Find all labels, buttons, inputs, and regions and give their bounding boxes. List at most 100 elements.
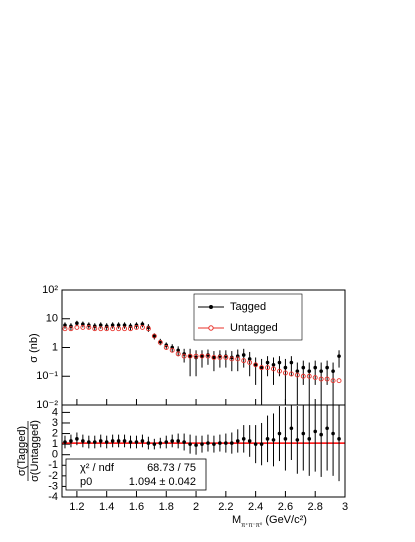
y-tick-label: -2 bbox=[48, 470, 58, 482]
data-point bbox=[330, 378, 336, 384]
data-point bbox=[212, 442, 216, 446]
data-point bbox=[336, 378, 342, 384]
data-point bbox=[110, 439, 115, 443]
data-point bbox=[319, 432, 323, 437]
x-tick-label: 1.8 bbox=[159, 501, 174, 513]
data-point bbox=[170, 439, 175, 443]
data-point bbox=[134, 324, 139, 330]
data-point bbox=[271, 438, 276, 442]
data-point bbox=[265, 365, 270, 371]
data-point bbox=[110, 326, 116, 332]
data-point bbox=[230, 441, 234, 445]
data-point bbox=[212, 355, 216, 360]
data-point bbox=[224, 441, 228, 445]
data-point bbox=[122, 439, 127, 443]
y-tick-label: -1 bbox=[48, 459, 58, 471]
data-point bbox=[265, 437, 270, 441]
data-point bbox=[325, 426, 329, 431]
data-point bbox=[122, 326, 128, 332]
ratio-numerator: σ(Tagged) bbox=[16, 426, 28, 476]
data-point bbox=[75, 437, 79, 441]
data-point bbox=[283, 365, 288, 370]
y-tick-label: 3 bbox=[52, 417, 58, 429]
data-point bbox=[81, 322, 85, 326]
data-point bbox=[69, 439, 73, 443]
data-point bbox=[92, 326, 98, 332]
fit-param-name: χ² / ndf bbox=[80, 462, 115, 474]
data-point bbox=[75, 321, 79, 326]
data-point bbox=[247, 357, 252, 361]
data-point bbox=[140, 322, 145, 326]
data-point bbox=[92, 440, 97, 444]
data-point bbox=[331, 369, 335, 373]
data-point bbox=[200, 354, 204, 358]
y-tick-label: 10⁻¹ bbox=[36, 370, 58, 382]
x-tick-label: 2.4 bbox=[248, 501, 263, 513]
data-point bbox=[81, 439, 85, 443]
data-point bbox=[235, 356, 241, 362]
data-point bbox=[307, 369, 312, 373]
data-point bbox=[140, 439, 145, 443]
legend-label: Untagged bbox=[230, 322, 278, 334]
y-tick-label: -4 bbox=[48, 491, 58, 503]
x-label-unit: (GeV/c²) bbox=[265, 514, 307, 526]
x-tick-label: 1.6 bbox=[129, 501, 144, 513]
y-tick-label: 10 bbox=[46, 313, 58, 325]
data-point bbox=[182, 440, 186, 444]
data-point bbox=[294, 372, 300, 378]
data-point bbox=[128, 326, 133, 332]
data-point bbox=[265, 360, 270, 365]
x-label-main: M bbox=[232, 514, 241, 526]
data-point bbox=[128, 440, 133, 444]
x-tick-label: 3 bbox=[342, 501, 348, 513]
data-point bbox=[116, 439, 121, 443]
fit-param-name: p0 bbox=[80, 476, 92, 488]
x-tick-label: 1.2 bbox=[69, 501, 84, 513]
data-point bbox=[146, 441, 151, 445]
data-point bbox=[277, 431, 282, 436]
data-point bbox=[259, 442, 264, 446]
legend-marker bbox=[209, 305, 213, 309]
plot-frame bbox=[61, 404, 346, 498]
data-point bbox=[80, 324, 86, 330]
data-point bbox=[271, 363, 276, 367]
data-point bbox=[98, 326, 104, 332]
x-axis-label: Mπ⁺π⁻π⁰ (GeV/c²) bbox=[232, 514, 307, 529]
data-point bbox=[87, 440, 91, 444]
data-point bbox=[235, 439, 240, 443]
data-point bbox=[152, 334, 157, 338]
data-point bbox=[283, 437, 288, 441]
x-label-sub: π⁺π⁻π⁰ bbox=[241, 522, 263, 529]
data-point bbox=[277, 360, 282, 365]
data-point bbox=[151, 333, 157, 339]
data-point bbox=[241, 437, 246, 441]
data-point bbox=[301, 431, 306, 436]
data-point bbox=[271, 366, 276, 372]
data-point bbox=[288, 371, 294, 377]
legend-marker bbox=[208, 325, 214, 331]
data-point bbox=[331, 431, 335, 436]
data-point bbox=[187, 353, 193, 359]
data-point bbox=[164, 440, 169, 444]
data-point bbox=[230, 355, 234, 360]
data-point bbox=[116, 326, 122, 332]
data-point bbox=[104, 440, 109, 444]
ratio-denominator: σ(Untagged) bbox=[29, 420, 41, 482]
data-point bbox=[206, 441, 210, 445]
data-point bbox=[241, 358, 247, 364]
data-point bbox=[325, 365, 329, 370]
data-point bbox=[116, 323, 121, 327]
data-point bbox=[200, 442, 204, 446]
data-point bbox=[229, 356, 235, 362]
data-point bbox=[175, 351, 181, 357]
data-point bbox=[62, 326, 68, 332]
y-axis-label: σ (nb) bbox=[28, 333, 40, 362]
x-tick-label: 2.8 bbox=[308, 501, 323, 513]
data-point bbox=[63, 440, 67, 444]
data-point bbox=[211, 355, 217, 360]
x-tick-label: 1.4 bbox=[99, 501, 114, 513]
legend-label: Tagged bbox=[230, 301, 266, 313]
data-point bbox=[295, 369, 300, 373]
data-point bbox=[98, 439, 103, 443]
data-point bbox=[98, 323, 103, 327]
